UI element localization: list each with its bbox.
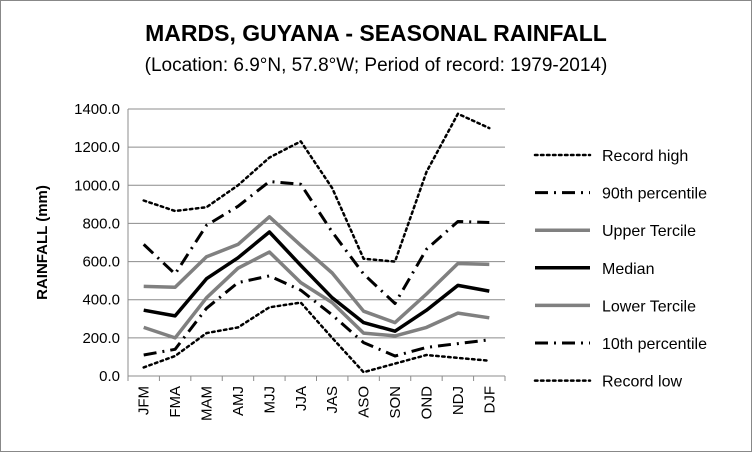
y-tick-label: 400.0 (82, 292, 120, 309)
x-axis-ticks: JFM FMA MAM AMJ MJJ JJA JAS ASO SON OND NDJ DJF (127, 376, 506, 421)
x-tick-label: NDJ (450, 386, 467, 415)
y-tick-label: 1400.0 (74, 101, 120, 118)
legend-label: 10th percentile (602, 336, 707, 353)
y-axis-label: RAINFALL (mm) (34, 185, 51, 300)
legend-label: Median (602, 261, 654, 278)
legend-label: Record high (602, 148, 688, 165)
x-tick-label: ASO (356, 386, 373, 418)
x-tick-label: MAM (199, 386, 216, 421)
y-tick-label: 1000.0 (74, 177, 120, 194)
series-line-90th-percentile (142, 180, 490, 305)
series-line-record-high (142, 112, 491, 263)
x-tick-label: DJF (481, 386, 498, 414)
x-tick-label: SON (387, 386, 404, 419)
x-tick-label: JAS (324, 386, 341, 414)
x-tick-label: JFM (136, 386, 153, 415)
y-tick-label: 0.0 (99, 368, 120, 385)
x-tick-label: OND (418, 386, 435, 420)
series-line-upper-tercile (143, 215, 490, 325)
legend-label: Record low (602, 374, 682, 391)
x-tick-label: FMA (167, 386, 184, 418)
y-axis-ticks: 0.0 200.0 400.0 600.0 800.0 1000.0 1200.0 1400.… (74, 101, 120, 385)
y-tick-label: 600.0 (82, 254, 120, 271)
legend: Record high 90th percentile Upper Tercile M… (533, 148, 707, 391)
x-tick-label: MJJ (261, 386, 278, 414)
y-tick-label: 200.0 (82, 330, 120, 347)
x-tick-label: AMJ (230, 386, 247, 416)
legend-label: 90th percentile (602, 186, 707, 203)
series-line-10th-percentile (143, 274, 490, 358)
chart-subtitle: (Location: 6.9°N, 57.8°W; Period of reco… (144, 55, 608, 76)
series-lines (142, 112, 491, 374)
series-line-lower-tercile (143, 250, 490, 340)
legend-label: Lower Tercile (602, 298, 696, 315)
series-line-record-low (142, 301, 491, 374)
y-tick-label: 1200.0 (74, 139, 120, 156)
y-tick-label: 800.0 (82, 215, 120, 232)
x-tick-label: JJA (293, 386, 310, 411)
chart-title: MARDS, GUYANA - SEASONAL RAINFALL (145, 20, 607, 46)
legend-label: Upper Tercile (602, 223, 696, 240)
series-line-median (143, 230, 490, 333)
